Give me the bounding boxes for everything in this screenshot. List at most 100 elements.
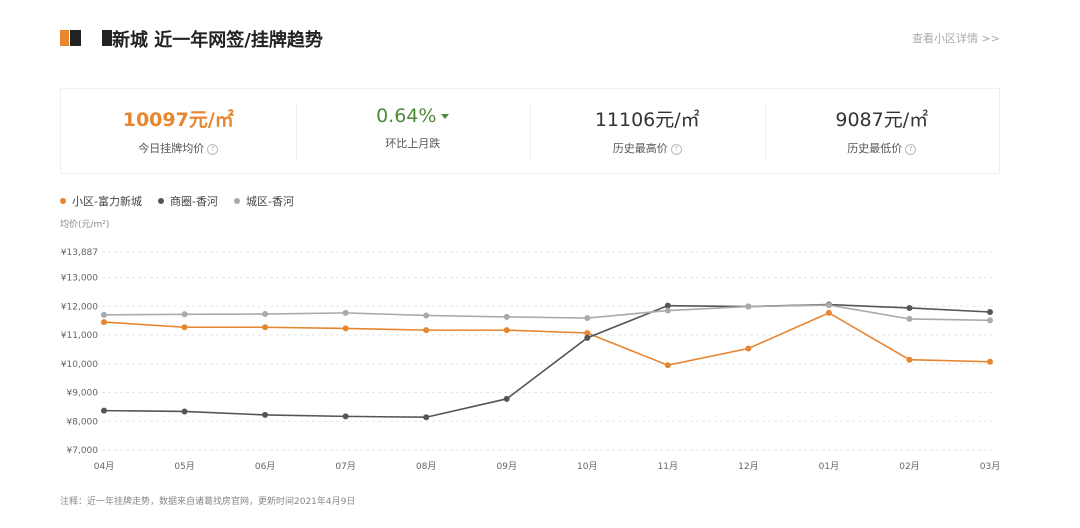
data-point[interactable] [664, 307, 671, 314]
y-axis-unit-label: 均价(元/m²) [60, 220, 110, 230]
x-tick-label: 02月 [899, 461, 919, 472]
stat-listing-avg: 10097元/㎡ 今日挂牌均价? [61, 89, 296, 173]
stat-historical-high: 11106元/㎡ 历史最高价? [530, 89, 765, 173]
data-point[interactable] [101, 407, 107, 414]
data-point[interactable] [262, 311, 269, 318]
data-point[interactable] [101, 319, 107, 326]
down-triangle-icon [441, 114, 450, 119]
chart-series [101, 301, 993, 421]
data-point[interactable] [181, 408, 188, 415]
legend-item-community[interactable]: 小区-富力新城 [60, 193, 142, 209]
data-point[interactable] [503, 395, 510, 402]
data-point[interactable] [825, 302, 832, 309]
y-tick-label: ¥9,000 [67, 389, 99, 399]
legend-label: 小区-富力新城 [72, 195, 142, 208]
x-axis-ticks: 04月 05月 06月 07月 08月 09月 10月 11月 12月 01月 02月 03月 [94, 461, 1000, 472]
stat-value-wrap: 0.64% [296, 105, 531, 127]
data-point[interactable] [584, 334, 591, 341]
legend-label: 城区-香河 [245, 195, 294, 208]
x-tick-label: 01月 [819, 461, 839, 472]
data-point[interactable] [664, 302, 671, 309]
y-tick-label: ¥12,000 [61, 302, 98, 312]
y-tick-label: ¥13,000 [61, 274, 98, 284]
data-point[interactable] [825, 309, 832, 316]
stat-label: 今日挂牌均价 [138, 142, 205, 155]
x-tick-label: 07月 [335, 461, 355, 472]
x-tick-label: 03月 [980, 461, 1000, 472]
help-icon[interactable]: ? [670, 143, 682, 155]
series-line [103, 311, 991, 367]
legend-dot-icon [233, 198, 240, 204]
legend-item-business-district[interactable]: 商圈-香河 [157, 193, 218, 209]
x-tick-label: 05月 [174, 461, 194, 472]
chart-gridlines [96, 251, 994, 451]
x-tick-label: 09月 [497, 461, 517, 472]
chart-legend: 小区-富力新城 商圈-香河 城区-香河 [60, 193, 294, 209]
help-icon[interactable]: ? [905, 143, 917, 155]
stat-value: 9087元/㎡ [835, 109, 929, 131]
price-stats-panel: 10097元/㎡ 今日挂牌均价? 0.64% 环比上月跌 11106元/㎡ 历史… [60, 88, 1000, 174]
stat-label: 历史最高价 [612, 142, 668, 155]
data-point[interactable] [181, 324, 188, 331]
legend-label: 商圈-香河 [169, 195, 218, 208]
stat-historical-low: 9087元/㎡ 历史最低价? [764, 89, 1000, 173]
section-title: 新城 近一年网签/挂牌趋势 [112, 30, 323, 51]
y-tick-label: ¥8,000 [67, 417, 99, 427]
stat-value: 11106元/㎡ [594, 109, 700, 131]
price-trend-chart: ¥7,000 ¥8,000 ¥9,000 ¥10,000 ¥11,000 ¥12,000 ¥… [61, 248, 1000, 472]
legend-dot-icon [60, 198, 66, 204]
data-point[interactable] [342, 413, 349, 420]
community-detail-link[interactable]: 查看小区详情 >> [912, 32, 1000, 45]
stat-label-wrap: 历史最高价? [530, 140, 765, 156]
stat-mom-change: 0.64% 环比上月跌 [295, 89, 531, 173]
data-point[interactable] [181, 311, 188, 318]
data-point[interactable] [423, 327, 430, 334]
data-point[interactable] [423, 414, 430, 421]
section-header: 新城 近一年网签/挂牌趋势 查看小区详情 >> [60, 22, 1000, 56]
data-point[interactable] [664, 362, 671, 369]
x-tick-label: 11月 [658, 461, 678, 472]
data-point[interactable] [987, 358, 993, 365]
y-tick-label: ¥11,000 [61, 331, 98, 341]
x-tick-label: 04月 [94, 461, 114, 472]
stat-value: 10097元/㎡ [122, 109, 234, 131]
title-accent-block [70, 30, 81, 46]
help-icon[interactable]: ? [207, 143, 219, 155]
data-point[interactable] [906, 304, 913, 311]
stat-label: 环比上月跌 [385, 137, 441, 150]
x-tick-label: 08月 [416, 461, 436, 472]
data-point[interactable] [987, 309, 993, 316]
data-point[interactable] [906, 356, 913, 363]
data-point[interactable] [584, 329, 591, 336]
data-point[interactable] [906, 315, 913, 322]
legend-dot-icon [157, 198, 164, 204]
data-point[interactable] [987, 317, 993, 324]
y-tick-label: ¥7,000 [67, 446, 99, 456]
y-axis-ticks: ¥7,000 ¥8,000 ¥9,000 ¥10,000 ¥11,000 ¥12,000 ¥… [61, 248, 98, 456]
data-point[interactable] [342, 325, 349, 332]
x-tick-label: 10月 [577, 461, 597, 472]
data-point[interactable] [503, 313, 510, 320]
y-tick-label: ¥13,887 [61, 248, 98, 258]
stat-label-wrap: 历史最低价? [765, 140, 1000, 156]
data-point[interactable] [584, 315, 591, 322]
data-point[interactable] [262, 324, 269, 331]
stat-value: 0.64% [376, 105, 437, 127]
data-point[interactable] [101, 311, 107, 318]
data-point[interactable] [262, 411, 269, 418]
title-redaction-block [102, 30, 112, 46]
stat-label-wrap: 今日挂牌均价? [61, 140, 296, 156]
data-point[interactable] [423, 312, 430, 319]
stat-label: 历史最低价 [847, 142, 903, 155]
data-point[interactable] [745, 345, 752, 352]
data-point[interactable] [342, 309, 349, 316]
chart-footnote: 注释：近一年挂牌走势，数据来自诸葛找房官网，更新时间2021年4月9日 [60, 497, 356, 507]
data-point[interactable] [503, 327, 510, 334]
legend-item-city-district[interactable]: 城区-香河 [233, 193, 294, 209]
series-line [103, 303, 991, 419]
x-tick-label: 12月 [738, 461, 758, 472]
y-tick-label: ¥10,000 [61, 360, 98, 370]
x-tick-label: 06月 [255, 461, 275, 472]
data-point[interactable] [745, 303, 752, 310]
title-accent-bar [60, 30, 69, 46]
